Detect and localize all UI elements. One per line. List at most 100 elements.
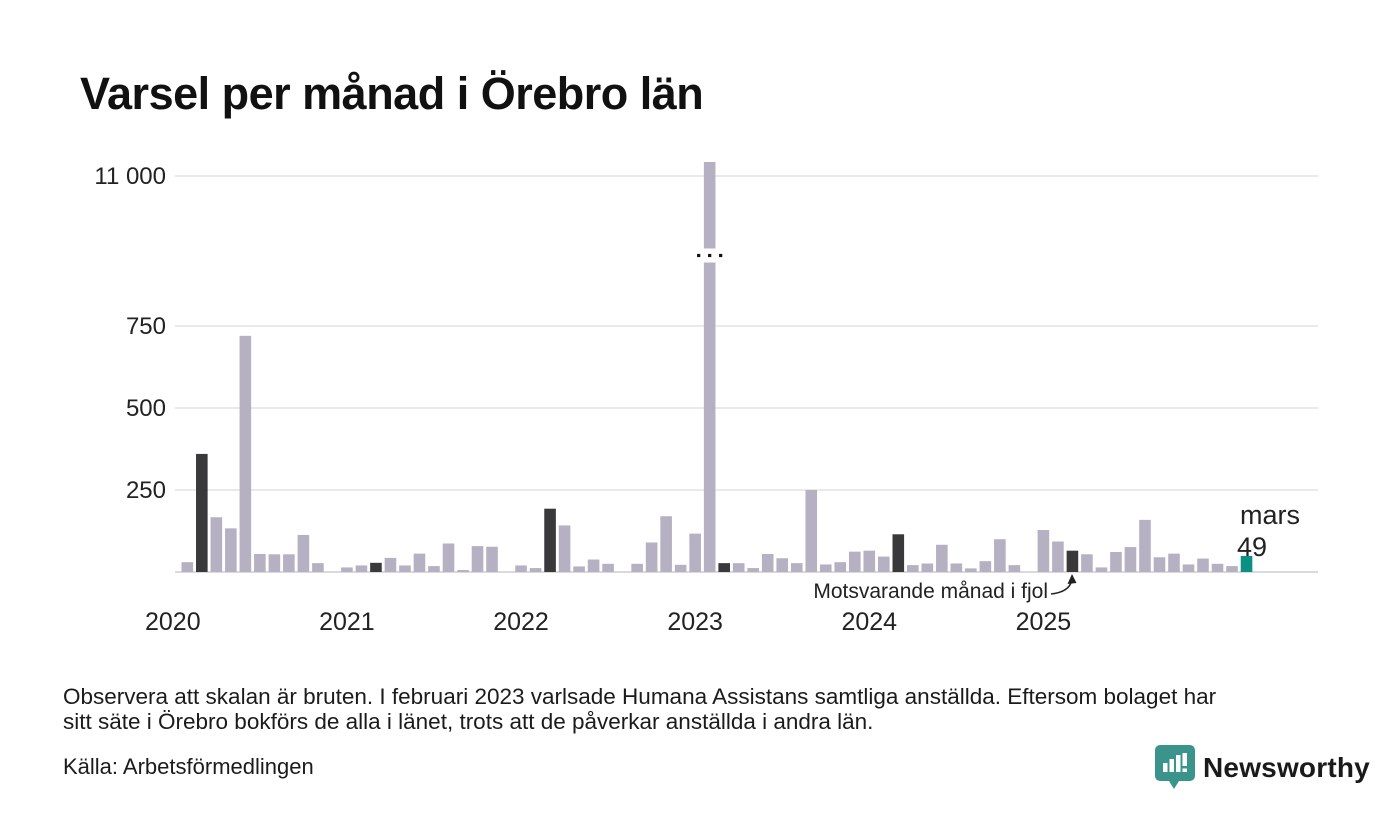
current-month-label: mars (1240, 500, 1300, 530)
x-tick-label-2022: 2022 (493, 608, 549, 636)
newsworthy-logo: Newsworthy (1155, 744, 1370, 791)
bar-2023-02-upper (703, 162, 716, 249)
newsworthy-icon (1155, 745, 1195, 789)
y-tick-label: 250 (126, 477, 166, 504)
footnote-line-2: sitt säte i Örebro bokförs de alla i län… (63, 709, 874, 734)
source-label: Källa: Arbetsförmedlingen (63, 754, 314, 779)
bar-2021-08 (442, 543, 455, 572)
bar-2023-12 (848, 551, 861, 572)
bar-2020-06 (239, 335, 252, 572)
bar-2020-11 (312, 563, 324, 572)
bar-2024-06 (936, 544, 948, 572)
bar-2021-09 (457, 570, 469, 572)
bar-2022-11 (660, 516, 672, 572)
bar-2020-03 (196, 453, 208, 572)
bar-2023-01 (689, 533, 701, 572)
bar-2025-06 (1110, 551, 1122, 572)
bar-2020-07 (254, 553, 266, 572)
bar-2024-07 (950, 563, 963, 572)
bar-2023-08 (790, 563, 803, 572)
y-axis-labels: 250 500 750 11 000 (94, 163, 166, 504)
icon-bar-1 (1163, 763, 1168, 772)
bar-chart: 250 500 750 11 000 2020 2021 2022 2023 2024 2025… (94, 162, 1318, 636)
x-tick-label-2021: 2021 (319, 608, 375, 636)
bar-2021-07 (428, 566, 440, 572)
bar-2023-04 (732, 563, 745, 572)
bar-2024-02 (877, 556, 890, 572)
icon-exclaim-dot (1182, 768, 1187, 772)
x-tick-label-2024: 2024 (841, 608, 897, 636)
bar-2023-10 (819, 564, 832, 572)
bar-2024-05 (921, 563, 934, 572)
y-tick-label: 750 (126, 313, 166, 340)
bar-2024-08 (965, 568, 977, 572)
bar-2021-11 (486, 546, 498, 572)
bar-2023-02-lower (703, 262, 716, 572)
scale-break-dot-0 (697, 253, 701, 258)
bar-2021-05 (399, 565, 411, 572)
bar-2021-01 (341, 567, 353, 572)
bar-2020-02 (181, 562, 194, 572)
bar-2022-06 (587, 559, 600, 572)
bar-2020-09 (283, 554, 295, 572)
bar-2025-12 (1197, 558, 1209, 572)
icon-bar-3 (1176, 755, 1181, 772)
gridlines (175, 175, 1318, 573)
bar-2022-01 (515, 565, 527, 572)
x-tick-label-2020: 2020 (145, 608, 201, 636)
bar-2026-03 (1240, 555, 1253, 572)
bar-2025-07 (1124, 547, 1137, 572)
bar-2025-10 (1168, 553, 1180, 572)
bar-2022-05 (573, 566, 585, 572)
bar-2024-09 (979, 561, 992, 572)
bar-2020-08 (268, 554, 281, 572)
bar-2024-01 (863, 550, 876, 572)
bar-2026-01 (1211, 563, 1224, 572)
x-axis-labels: 2020 2021 2022 2023 2024 2025 (145, 608, 1071, 636)
bar-2024-10 (994, 539, 1006, 572)
bar-2021-10 (471, 546, 484, 572)
bar-2022-12 (674, 564, 687, 572)
bar-2021-03 (370, 562, 382, 572)
scale-break-dot-1 (708, 253, 712, 258)
bar-2025-01 (1037, 530, 1050, 572)
bar-2024-03 (892, 534, 905, 572)
bar-2025-02 (1052, 541, 1064, 572)
bar-2025-03 (1066, 550, 1079, 572)
annotation-arrowhead (1067, 574, 1077, 584)
bar-2024-04 (907, 565, 919, 572)
bar-2025-08 (1139, 519, 1151, 572)
icon-bar-2 (1169, 759, 1174, 772)
bar-2020-04 (210, 517, 223, 572)
x-tick-label-2025: 2025 (1016, 608, 1072, 636)
bar-2023-03 (718, 563, 730, 572)
bar-2023-05 (747, 568, 759, 572)
bar-2022-07 (602, 563, 614, 572)
icon-exclaim-stem (1182, 753, 1187, 766)
bar-2023-09 (805, 490, 818, 572)
bar-2022-09 (631, 563, 643, 572)
bar-2022-10 (645, 542, 658, 572)
bar-2023-06 (761, 553, 774, 572)
current-value-label: 49 (1237, 532, 1267, 562)
x-tick-label-2023: 2023 (667, 608, 723, 636)
bar-2022-02 (529, 568, 542, 572)
page-title: Varsel per månad i Örebro län (80, 68, 704, 119)
bar-2021-04 (384, 557, 397, 572)
scale-break-dot-2 (719, 253, 723, 258)
bar-2022-03 (544, 508, 556, 572)
bar-2026-02 (1226, 566, 1238, 572)
footnote-line-1: Observera att skalan är bruten. I februa… (63, 684, 1217, 709)
annotation-fjol-label: Motsvarande månad i fjol (813, 580, 1048, 603)
y-tick-label: 11 000 (94, 163, 166, 190)
bar-2021-02 (355, 565, 368, 572)
bar-2020-05 (225, 528, 237, 572)
y-tick-label: 500 (126, 395, 166, 422)
bar-2022-04 (558, 525, 571, 572)
newsworthy-wordmark: Newsworthy (1203, 751, 1370, 783)
bar-2023-07 (776, 558, 789, 572)
bar-2025-04 (1081, 554, 1093, 572)
bar-2025-05 (1095, 567, 1108, 572)
bar-2020-10 (297, 534, 310, 572)
bar-2021-06 (413, 553, 426, 572)
